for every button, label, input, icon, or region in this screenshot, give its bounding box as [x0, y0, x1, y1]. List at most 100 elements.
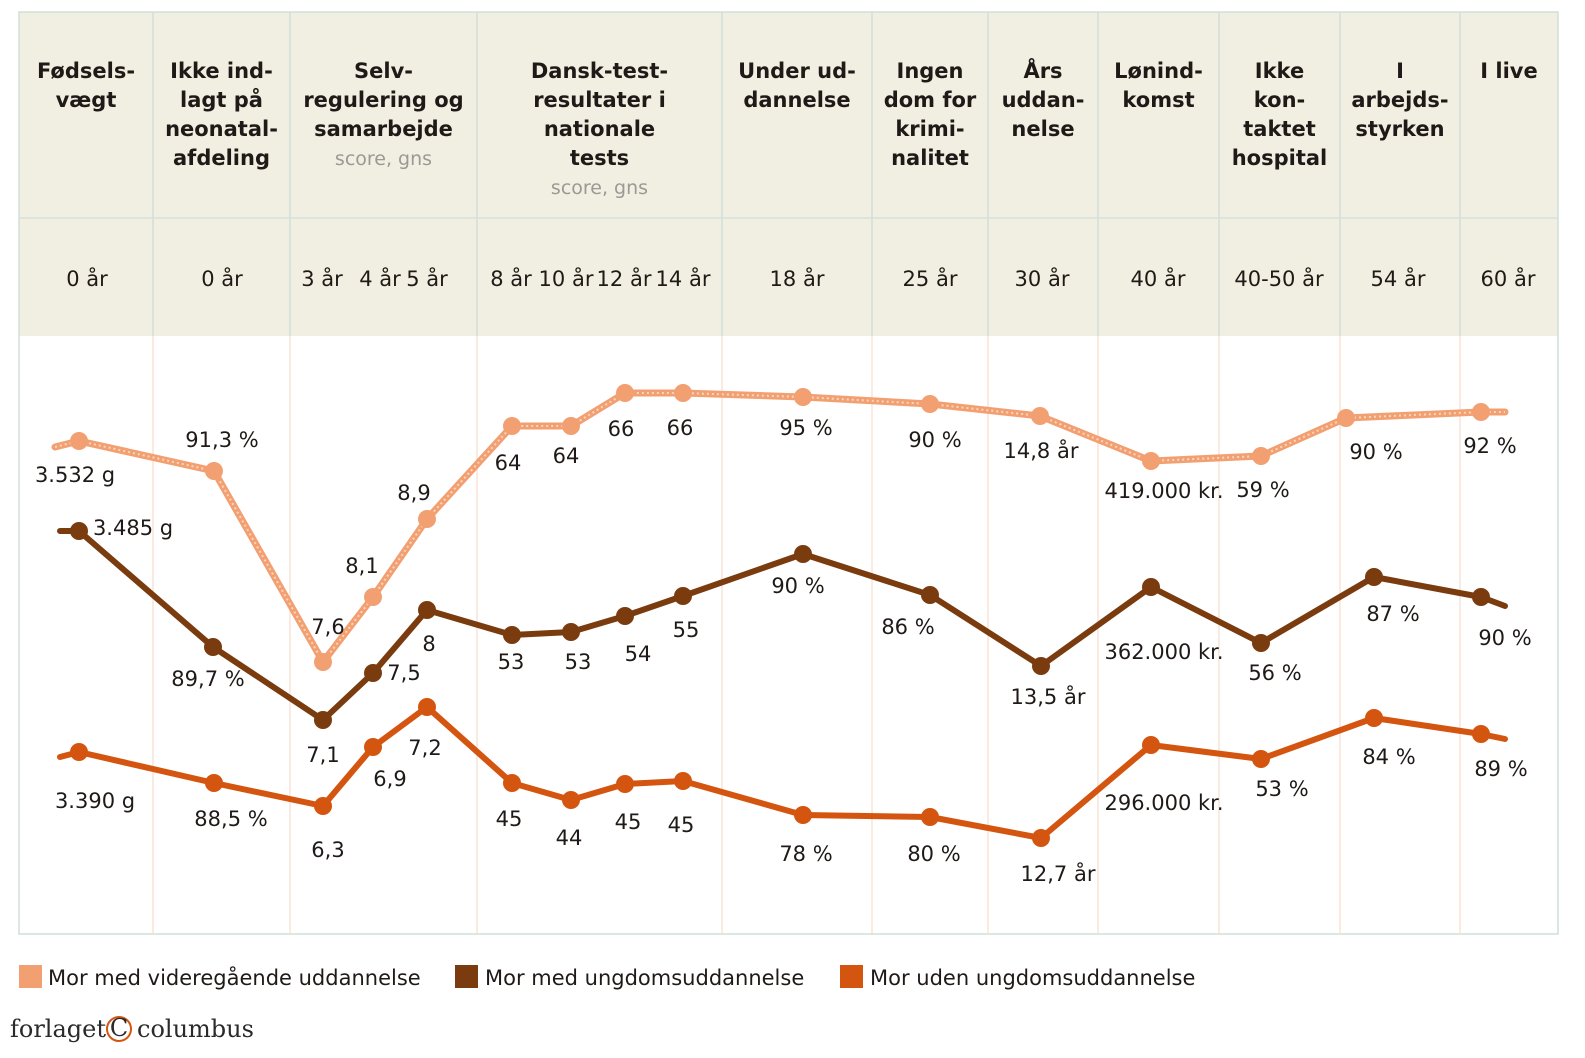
column-title-line: Fødsels- [37, 59, 135, 83]
data-point [1032, 657, 1050, 675]
data-point [921, 395, 939, 413]
data-label: 95 % [779, 416, 832, 440]
data-label: 66 [608, 417, 635, 441]
data-point [70, 743, 88, 761]
legend-entry: Mor med videregående uddannelse [48, 965, 421, 990]
column-title-line: Ingen [897, 59, 964, 83]
column-title-line: Dansk-test- [531, 59, 668, 83]
data-label: 3.532 g [35, 463, 115, 487]
column-unit-note: score, gns [335, 148, 432, 170]
legend-entry: Mor med ungdomsuddannelse [485, 966, 804, 990]
data-point [314, 653, 332, 671]
data-point [794, 545, 812, 563]
data-point [1472, 725, 1490, 743]
data-label: 64 [495, 451, 522, 475]
data-label: 88,5 % [194, 807, 267, 831]
column-title-line: arbejds- [1351, 88, 1448, 112]
age-tick-label: 0 år [66, 266, 108, 291]
brand-logo-ring [106, 1016, 132, 1042]
data-point [503, 774, 521, 792]
data-point [364, 588, 382, 606]
data-point [314, 711, 332, 729]
data-point [562, 791, 580, 809]
brand-name-right: columbus [137, 1015, 254, 1043]
data-label: 6,9 [373, 767, 406, 791]
data-point [1472, 588, 1490, 606]
legend-swatch [455, 965, 478, 988]
data-label: 296.000 kr. [1104, 791, 1223, 815]
chart-header: Fødsels-vægt 0 år Ikke ind-lagt på neonatal… [37, 58, 1538, 291]
data-point [503, 626, 521, 644]
data-label: 12,7 år [1021, 861, 1096, 886]
column-title-line: neonatal- [165, 117, 278, 141]
data-point [1031, 407, 1049, 425]
data-label: 419.000 kr. [1104, 479, 1223, 503]
data-point [205, 774, 223, 792]
data-label: 45 [496, 807, 523, 831]
data-point [364, 664, 382, 682]
data-label: 91,3 % [185, 428, 258, 452]
header-band [19, 12, 1558, 336]
column-title-line: dannelse [743, 88, 850, 112]
column-title-line: vægt [56, 88, 117, 112]
series-line [57, 528, 1508, 723]
column-title-line: I live [1480, 59, 1537, 83]
data-point [364, 738, 382, 756]
series-line [57, 704, 1508, 841]
data-point [674, 772, 692, 790]
column-title-line: resultater i [533, 88, 666, 112]
age-tick-label: 4 år [359, 266, 401, 291]
data-label: 59 % [1236, 478, 1289, 502]
data-label: 53 [498, 650, 525, 674]
data-label: 45 [615, 810, 642, 834]
column-title-line: krimi- [895, 117, 964, 141]
column-title-line: Års [1023, 58, 1062, 83]
column-title-line: tests [570, 146, 629, 170]
data-point [1365, 568, 1383, 586]
data-label: 87 % [1366, 602, 1419, 626]
data-point [1252, 750, 1270, 768]
data-label: 64 [553, 444, 580, 468]
data-label: 80 % [907, 842, 960, 866]
column-title-line: komst [1122, 88, 1194, 112]
chart-data-points [70, 384, 1490, 847]
data-point [1142, 452, 1160, 470]
data-label: 66 [667, 416, 694, 440]
data-point [418, 601, 436, 619]
data-point [204, 638, 222, 656]
data-point [1142, 578, 1160, 596]
legend-swatch [840, 965, 863, 988]
data-point [921, 808, 939, 826]
data-label: 90 % [771, 574, 824, 598]
data-point [674, 384, 692, 402]
data-point [1365, 709, 1383, 727]
column-unit-note: score, gns [551, 177, 648, 199]
data-label: 89 % [1474, 757, 1527, 781]
data-label: 53 [565, 650, 592, 674]
column-title-line: hospital [1232, 146, 1328, 170]
data-point [921, 586, 939, 604]
data-label: 53 % [1255, 777, 1308, 801]
data-label: 86 % [881, 615, 934, 639]
column-title-line: uddan- [1002, 88, 1085, 112]
column-title-line: Lønind- [1114, 59, 1203, 83]
data-point [794, 806, 812, 824]
data-label: 92 % [1463, 434, 1516, 458]
column-title-line: lagt på [180, 87, 263, 112]
column-title-line: nalitet [891, 146, 969, 170]
chart-data-labels: 3.532 g 91,3 % 7,6 8,1 8,9 64 64 66 66 95 % 90 % 14… [35, 416, 1532, 886]
data-point [562, 417, 580, 435]
age-tick-label: 18 år [770, 266, 825, 291]
legend-entry: Mor uden ungdomsuddannelse [870, 966, 1195, 990]
age-tick-label: 60 år [1481, 266, 1536, 291]
age-tick-label: 3 år [301, 266, 343, 291]
data-label: 45 [668, 813, 695, 837]
data-label: 13,5 år [1011, 684, 1086, 709]
column-title-line: styrken [1355, 117, 1444, 141]
column-title-line: Under ud- [738, 59, 856, 83]
data-point [418, 698, 436, 716]
age-tick-label: 40-50 år [1234, 266, 1324, 291]
series-line-hatch [54, 392, 1505, 663]
data-point [418, 510, 436, 528]
data-point [1337, 409, 1355, 427]
